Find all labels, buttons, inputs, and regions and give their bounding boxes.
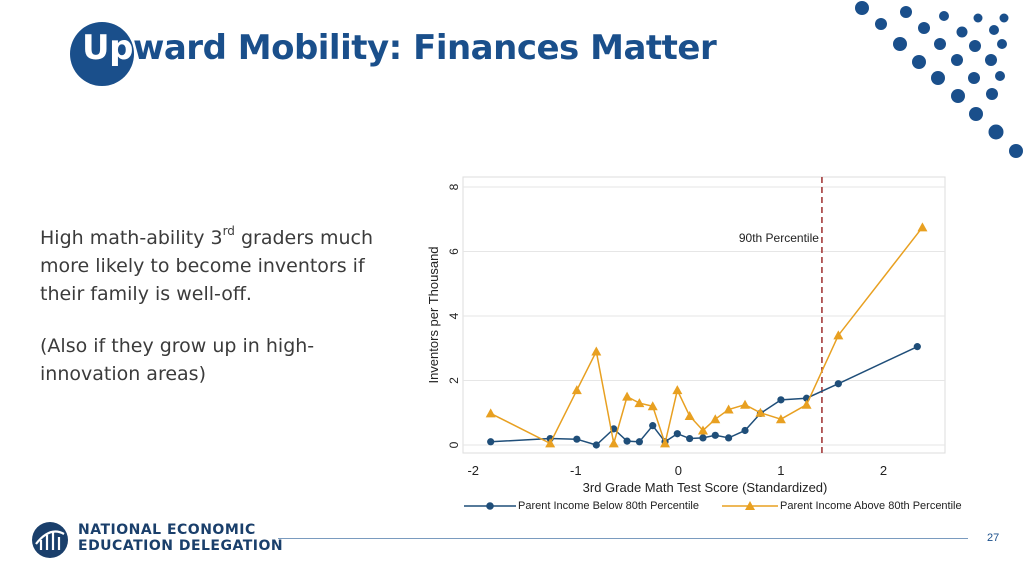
series-below-80	[487, 343, 921, 449]
page-number: 27	[987, 532, 1000, 544]
footer-divider	[278, 538, 968, 539]
data-point	[623, 437, 631, 445]
legend-label-below: Parent Income Below 80th Percentile	[518, 500, 699, 512]
slide-title: Upward Mobility: Finances Matter	[82, 28, 717, 68]
data-point	[591, 346, 602, 356]
data-point	[622, 391, 633, 401]
legend-swatch-above	[722, 501, 778, 510]
data-point	[740, 399, 751, 409]
data-point	[801, 399, 812, 409]
data-point	[834, 380, 842, 388]
ned-logo: NATIONAL ECONOMIC EDUCATION DELEGATION	[30, 518, 283, 562]
body-text: High math-ability 3rd graders much more …	[40, 224, 380, 388]
data-point	[833, 330, 844, 340]
y-tick-label: 6	[447, 248, 461, 255]
y-tick-label: 2	[447, 377, 461, 384]
y-tick-label: 0	[447, 441, 461, 448]
data-point	[660, 438, 671, 448]
data-point	[686, 434, 694, 443]
data-point	[699, 434, 707, 442]
percentile-annotation: 90th Percentile	[739, 231, 819, 245]
title-circle-accent	[70, 22, 134, 86]
y-tick-label: 4	[447, 312, 461, 319]
data-point	[723, 404, 734, 414]
data-point	[608, 438, 619, 448]
data-point	[672, 385, 683, 395]
x-tick-label: 0	[675, 463, 682, 478]
legend-swatch-below	[464, 502, 516, 510]
title-rest: ward Mobility: Finances Matter	[132, 28, 717, 68]
title-prefix: Up	[82, 28, 133, 68]
data-point	[545, 438, 556, 448]
grid	[463, 186, 945, 446]
data-point	[673, 430, 681, 438]
data-point	[725, 434, 733, 442]
data-point	[487, 438, 495, 446]
chart-legend: Parent Income Below 80th Percentile Pare…	[464, 500, 984, 520]
data-point	[485, 408, 496, 418]
data-point	[755, 407, 766, 417]
plot-area	[462, 176, 946, 454]
data-point	[711, 431, 719, 439]
data-point	[741, 426, 749, 435]
data-point	[634, 398, 645, 408]
y-tick-labels: 0 2 4 6 8	[447, 183, 461, 448]
legend-label-above: Parent Income Above 80th Percentile	[780, 500, 962, 512]
data-point	[775, 414, 786, 424]
data-point	[913, 343, 921, 351]
data-point	[592, 441, 600, 449]
y-tick-label: 8	[447, 183, 461, 190]
data-point	[684, 410, 695, 420]
series-above-80	[485, 222, 928, 448]
x-axis-label: 3rd Grade Math Test Score (Standardized)	[583, 480, 828, 495]
decorative-dots	[855, 1, 1023, 158]
x-tick-label: -2	[467, 463, 479, 478]
data-point	[649, 422, 657, 430]
data-point	[635, 438, 643, 446]
data-point	[647, 401, 658, 411]
legend-item-above: Parent Income Above 80th Percentile	[722, 500, 962, 512]
data-point	[777, 396, 785, 404]
data-point	[710, 414, 721, 424]
ned-logo-text: NATIONAL ECONOMIC EDUCATION DELEGATION	[78, 522, 284, 554]
series-line	[490, 226, 924, 447]
data-point	[917, 222, 928, 232]
data-point	[573, 435, 581, 443]
x-tick-label: 2	[880, 463, 887, 478]
legend-item-below: Parent Income Below 80th Percentile	[464, 500, 699, 512]
x-tick-label: -1	[570, 463, 582, 478]
x-tick-label: 1	[777, 463, 784, 478]
y-axis-label: Inventors per Thousand	[426, 246, 441, 383]
body-paragraph-1: High math-ability 3rd graders much more …	[40, 223, 374, 305]
series-line	[490, 345, 918, 446]
x-tick-labels: -2 -1 0 1 2	[467, 463, 887, 478]
data-point	[697, 425, 708, 435]
body-paragraph-2: (Also if they grow up in high-innovation…	[40, 335, 315, 385]
data-point	[571, 385, 582, 395]
ned-logo-icon	[32, 522, 68, 558]
